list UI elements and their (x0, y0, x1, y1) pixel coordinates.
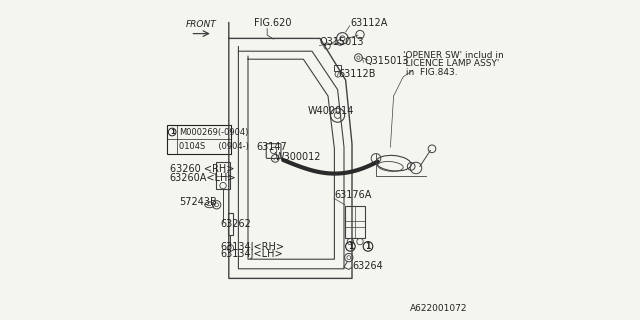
Text: 63134I<RH>: 63134I<RH> (221, 242, 285, 252)
Bar (216, 162, 230, 189)
Text: 1: 1 (348, 242, 353, 251)
Text: FRONT: FRONT (186, 20, 217, 29)
Text: 1: 1 (170, 129, 175, 135)
Bar (334, 65, 342, 71)
Text: 57243B: 57243B (179, 197, 217, 207)
Text: Q315013: Q315013 (320, 37, 365, 47)
Text: 63112B: 63112B (338, 69, 376, 79)
Text: 63260 <RH>: 63260 <RH> (170, 164, 234, 174)
Text: W400014: W400014 (307, 106, 353, 116)
Text: M000269(-0904): M000269(-0904) (179, 127, 248, 137)
Text: 'OPENER SW' includ in: 'OPENER SW' includ in (403, 51, 504, 60)
Text: 'LICENCE LAMP ASSY': 'LICENCE LAMP ASSY' (403, 59, 500, 68)
Text: 63147: 63147 (256, 142, 287, 152)
Text: 63260A<LH>: 63260A<LH> (170, 173, 236, 183)
Text: A622001072: A622001072 (410, 304, 467, 313)
Text: 63264: 63264 (352, 261, 383, 271)
Bar (167, 125, 231, 154)
Text: W300012: W300012 (275, 152, 321, 162)
Text: 63134J<LH>: 63134J<LH> (221, 249, 284, 259)
Text: 1: 1 (365, 242, 371, 251)
Text: 63176A: 63176A (335, 190, 372, 200)
Bar (345, 206, 365, 238)
Text: in  FIG.843.: in FIG.843. (403, 68, 458, 77)
Text: FIG.620: FIG.620 (254, 18, 292, 28)
Text: 63262: 63262 (221, 219, 252, 229)
Text: 63112A: 63112A (351, 18, 388, 28)
Text: Q315013: Q315013 (364, 56, 409, 66)
Text: 0104S     (0904-): 0104S (0904-) (179, 142, 249, 151)
